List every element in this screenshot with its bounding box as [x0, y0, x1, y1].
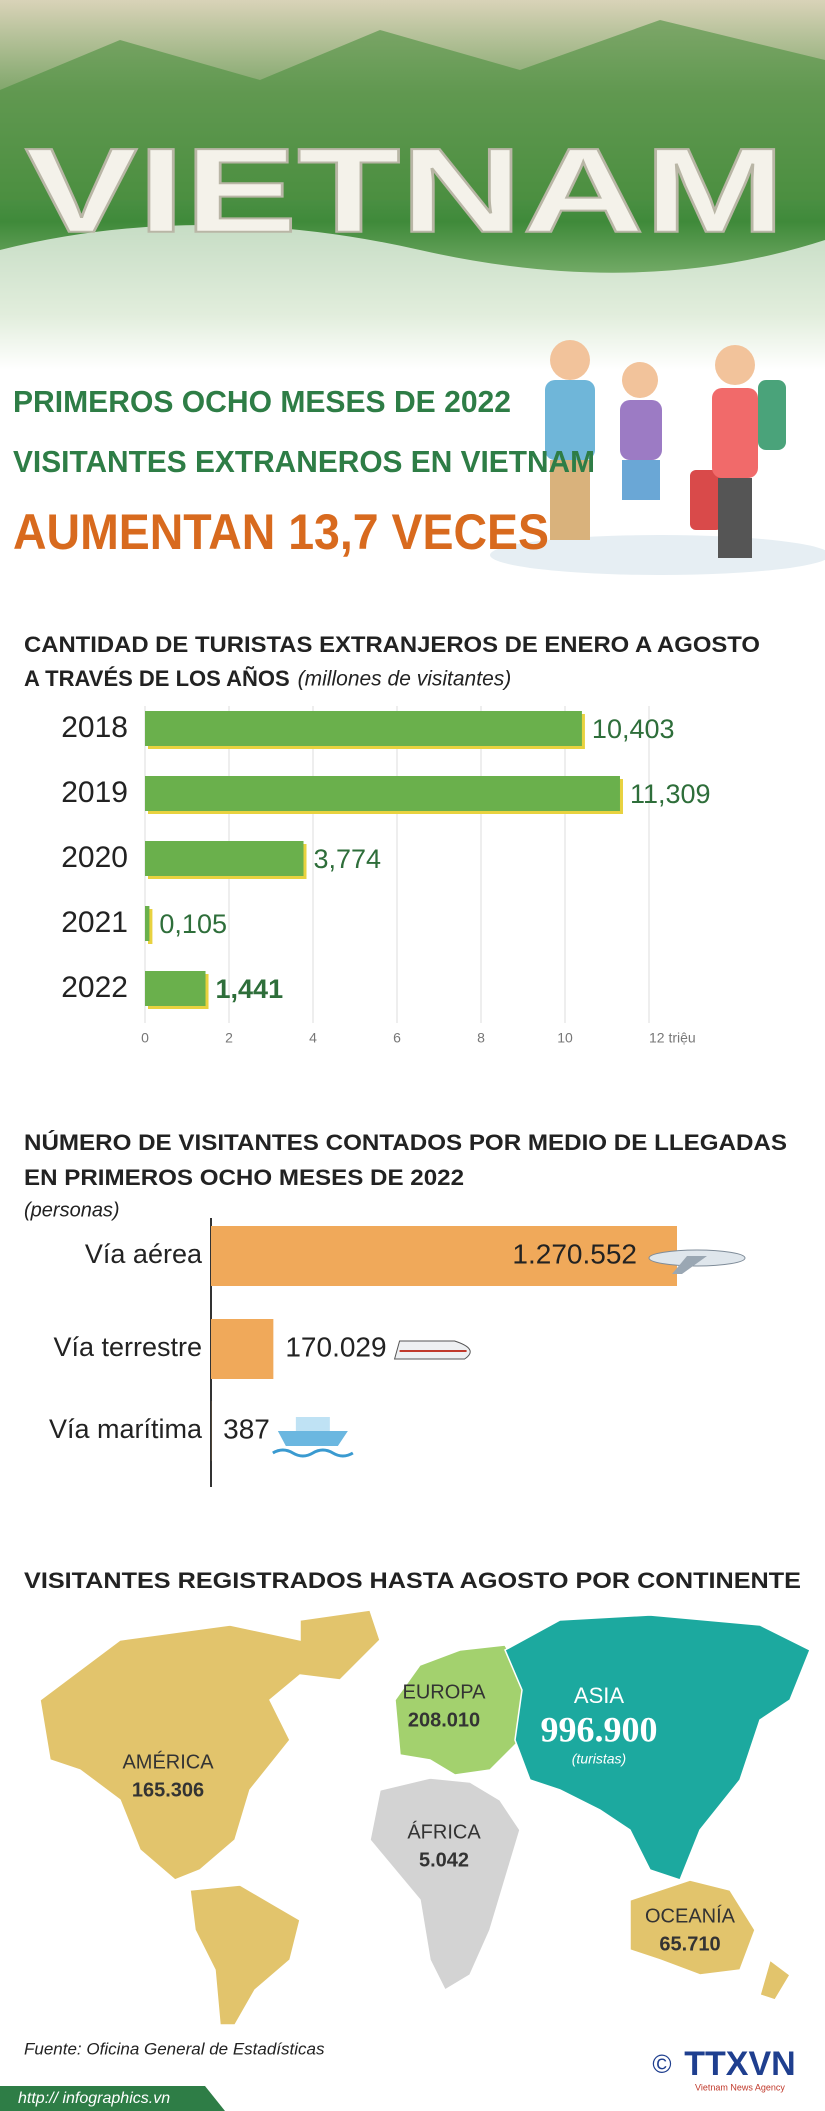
value-label: 10,403 — [592, 714, 675, 744]
continent — [504, 1614, 811, 1881]
bar — [211, 1319, 274, 1379]
ship-icon — [277, 1431, 348, 1446]
bar — [145, 711, 582, 746]
region-value: 5.042 — [419, 1849, 469, 1871]
bar-shadow — [148, 909, 153, 944]
bar — [145, 841, 304, 876]
value-label: 11,309 — [630, 779, 711, 809]
chart-subtitle: (millones de visitantes) — [298, 668, 512, 691]
chart-title: EN PRIMEROS OCHO MESES DE 2022 — [24, 1165, 464, 1190]
region-value: 65.710 — [659, 1933, 720, 1955]
region-label: ASIA — [574, 1683, 624, 1708]
y-tick-label: Vía marítima — [49, 1414, 203, 1444]
value-label: 170.029 — [285, 1331, 386, 1362]
region-label: OCEANÍA — [645, 1904, 736, 1927]
region-value: 996.900 — [541, 1709, 658, 1749]
continent — [369, 1777, 521, 1992]
region-label: AMÉRICA — [122, 1750, 214, 1773]
y-tick-label: Vía terrestre — [53, 1332, 202, 1362]
y-tick-label: 2021 — [61, 906, 128, 939]
footer-band — [0, 2086, 225, 2111]
y-tick-label: 2018 — [61, 711, 128, 744]
chart-subtitle: (personas) — [24, 1199, 120, 1221]
region-label: EUROPA — [403, 1681, 487, 1703]
plane-icon — [672, 1256, 707, 1274]
y-tick-label: 2019 — [61, 776, 128, 809]
x-tick-label: 8 — [477, 1030, 485, 1046]
region-value: 165.306 — [132, 1779, 204, 1801]
continent — [629, 1879, 791, 2001]
chart-title: VISITANTES REGISTRADOS HASTA AGOSTO POR … — [24, 1568, 801, 1593]
bar — [145, 906, 150, 941]
ship-icon — [272, 1448, 354, 1458]
y-tick-label: Vía aérea — [85, 1239, 203, 1269]
value-label: 387 — [223, 1413, 270, 1444]
ship-icon — [295, 1417, 330, 1431]
chart-title: NÚMERO DE VISITANTES CONTADOS POR MEDIO … — [24, 1130, 787, 1155]
header-image-text: VIETNAM — [25, 124, 785, 258]
region-value: 208.010 — [408, 1709, 480, 1731]
region-unit: (turistas) — [572, 1751, 626, 1767]
agency-name: Vietnam News Agency — [695, 2082, 785, 2092]
tourists-illustration — [545, 340, 786, 558]
value-label: 1,441 — [216, 974, 284, 1004]
source: Fuente: Oficina General de Estadísticas — [24, 2039, 325, 2058]
header-fade — [0, 225, 825, 370]
header-headline: AUMENTAN 13,7 VECES — [13, 504, 549, 560]
bar — [145, 776, 620, 811]
continent — [39, 1609, 381, 2026]
value-label: 0,105 — [159, 909, 227, 939]
bar — [145, 971, 206, 1006]
chart-title: A TRAVÉS DE LOS AÑOS — [24, 666, 290, 691]
y-tick-label: 2022 — [61, 971, 128, 1004]
x-tick-label: 0 — [141, 1030, 149, 1046]
x-tick-label: 2 — [225, 1030, 233, 1046]
value-label: 3,774 — [314, 844, 382, 874]
header-title: VISITANTES EXTRANEROS EN VIETNAM — [13, 444, 595, 479]
region-label: ÁFRICA — [407, 1820, 481, 1843]
y-tick-label: 2020 — [61, 841, 128, 874]
mountains — [0, 20, 825, 200]
x-tick-label: 6 — [393, 1030, 401, 1046]
copyright: © — [652, 2049, 671, 2079]
x-tick-label: 10 — [557, 1030, 573, 1046]
agency-logo: TTXVN — [684, 2045, 795, 2083]
chart-title: CANTIDAD DE TURISTAS EXTRANJEROS DE ENER… — [24, 632, 760, 657]
bar — [211, 1226, 677, 1286]
x-tick-label: 12 triệu — [649, 1030, 696, 1046]
value-label: 1.270.552 — [512, 1238, 637, 1269]
x-tick-label: 4 — [309, 1030, 317, 1046]
footer-url: http:// infographics.vn — [18, 2090, 170, 2107]
header-title: PRIMEROS OCHO MESES DE 2022 — [13, 384, 511, 419]
